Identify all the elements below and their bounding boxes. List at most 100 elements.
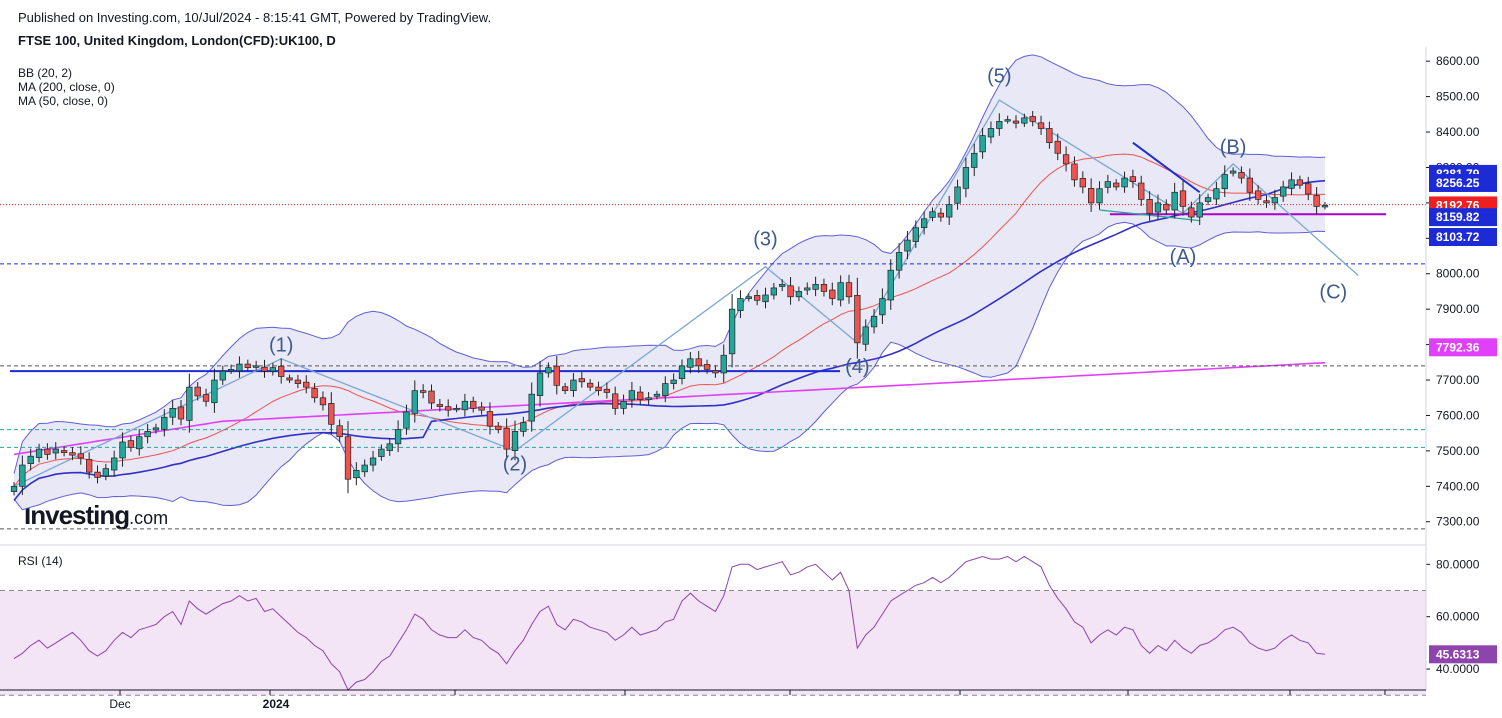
candle-body [1229, 170, 1237, 174]
candle [612, 386, 619, 415]
candle-body [545, 367, 552, 374]
candle [294, 374, 302, 389]
candle [737, 290, 744, 319]
price-tag: 8103.72 [1429, 227, 1497, 246]
candle-body [962, 167, 970, 189]
candle-body [1171, 191, 1178, 211]
candle [1254, 185, 1262, 205]
candle [1129, 169, 1137, 188]
candle-body [845, 282, 853, 298]
candle-body [1021, 117, 1028, 124]
candle-body [1071, 163, 1078, 181]
price-tick-label: 7500.00 [1436, 444, 1480, 458]
candle [528, 382, 535, 432]
candle-body [879, 298, 886, 316]
candle-body [737, 298, 744, 311]
candle-body [603, 388, 610, 393]
candle-body [1271, 197, 1279, 204]
candle [1313, 187, 1320, 215]
price-tag: 7792.36 [1429, 338, 1497, 357]
candle-body [678, 365, 686, 379]
candle [645, 391, 652, 405]
moving-averages [13, 153, 1326, 501]
candle [887, 259, 894, 310]
candle-body [812, 284, 819, 290]
candle-body [411, 390, 418, 414]
candle-body [436, 404, 443, 407]
candle [595, 381, 602, 396]
candle-body [219, 370, 226, 381]
bb-fill [14, 54, 1325, 510]
candle-body [1012, 120, 1020, 124]
candle [94, 465, 101, 484]
candle-body [1079, 178, 1086, 188]
candle [311, 383, 318, 403]
indicator-ma50[interactable]: MA (50, close, 0) [18, 94, 109, 108]
candle [1037, 115, 1045, 135]
candle [937, 207, 944, 222]
candle [244, 359, 251, 372]
candle [620, 394, 627, 415]
candle-body [244, 363, 251, 368]
candle [1046, 121, 1053, 149]
candle [1188, 201, 1195, 223]
candle [85, 452, 93, 479]
candle-body [211, 379, 218, 404]
instrument-title: FTSE 100, United Kingdom, London(CFD):UK… [18, 33, 336, 48]
candle-body [44, 448, 51, 455]
candle-body [202, 394, 210, 402]
candle-body [1179, 190, 1187, 207]
candle-body [895, 252, 903, 271]
candle [895, 243, 903, 279]
price-tag-label: 8159.82 [1436, 210, 1480, 224]
candle-body [361, 464, 368, 473]
candle-body [161, 416, 168, 430]
candle [253, 360, 260, 371]
candle-body [445, 406, 452, 411]
candle [60, 446, 68, 457]
candle-body [328, 403, 335, 425]
price-tick-label: 8500.00 [1436, 90, 1480, 104]
candle-body [979, 135, 986, 153]
wave-label: (5) [987, 65, 1011, 87]
candle-body [520, 422, 527, 432]
candle [102, 463, 110, 481]
candle [779, 279, 786, 292]
candle-body [1296, 179, 1304, 186]
candle-body [553, 365, 560, 386]
candle-body [662, 383, 669, 396]
candle [378, 444, 385, 461]
candle-body [1096, 188, 1103, 204]
candle [127, 435, 135, 452]
candle [1196, 194, 1203, 226]
candle [478, 401, 485, 415]
rsi-last-tag: 45.6313 [1429, 645, 1497, 664]
candle [319, 391, 327, 411]
candle-body [753, 295, 761, 301]
candle [996, 113, 1003, 136]
candle-body [745, 296, 752, 299]
candle-body [1321, 205, 1329, 208]
candle-body [1138, 182, 1145, 200]
candle [929, 207, 936, 222]
candle-body [762, 294, 769, 303]
candle-body [653, 393, 661, 397]
candle-body [904, 239, 911, 252]
wave-label: (B) [1220, 136, 1247, 158]
triangle-line-top [1132, 141, 1201, 194]
candle-body [1263, 200, 1270, 204]
price-tag: 8159.82 [1429, 208, 1497, 227]
candle [971, 143, 978, 177]
rsi-label[interactable]: RSI (14) [18, 554, 63, 568]
candle-body [152, 427, 160, 431]
indicator-bb[interactable]: BB (20, 2) [18, 66, 73, 80]
candle [536, 360, 544, 407]
candle-body [1046, 128, 1053, 144]
candle-body [119, 441, 126, 459]
candle-body [495, 425, 502, 430]
candle [820, 278, 828, 297]
indicator-ma200[interactable]: MA (200, close, 0) [18, 80, 115, 94]
candle [186, 373, 193, 433]
price-tick-label: 7700.00 [1436, 373, 1480, 387]
